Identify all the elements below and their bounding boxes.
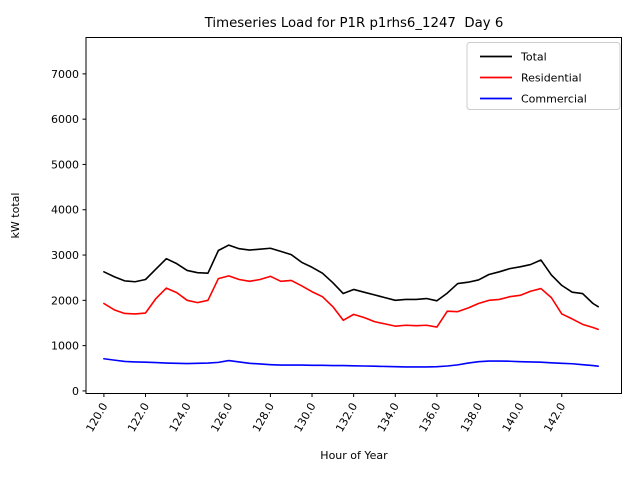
legend: Total Residential Commercial: [466, 42, 621, 110]
y-tick-label: 0: [72, 385, 79, 398]
y-tick-label: 1000: [51, 340, 79, 353]
y-tick-label: 2000: [51, 294, 79, 307]
y-axis-ticks: 0 1000 2000 3000 4000 5000 6000 7000: [51, 68, 86, 398]
y-tick-label: 3000: [51, 249, 79, 262]
plot-lines: [103, 244, 599, 368]
y-tick-label: 7000: [51, 68, 79, 81]
line-total: [103, 244, 599, 308]
y-tick-label: 6000: [51, 113, 79, 126]
axes-frame: [85, 37, 622, 394]
y-axis-label: kW total: [9, 193, 22, 239]
y-tick-label: 4000: [51, 204, 79, 217]
legend-label-commercial: Commercial: [521, 93, 587, 106]
legend-label-total: Total: [520, 51, 547, 64]
chart-title: Timeseries Load for P1R p1rhs6_1247 Day …: [204, 16, 504, 31]
line-residential: [103, 275, 599, 331]
legend-frame: [466, 42, 621, 110]
line-commercial: [103, 357, 599, 368]
legend-label-residential: Residential: [521, 72, 582, 85]
y-tick-label: 5000: [51, 158, 79, 171]
x-axis-label: Hour of Year: [320, 449, 388, 462]
